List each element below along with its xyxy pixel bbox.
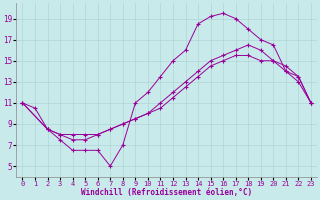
X-axis label: Windchill (Refroidissement éolien,°C): Windchill (Refroidissement éolien,°C) <box>81 188 252 197</box>
